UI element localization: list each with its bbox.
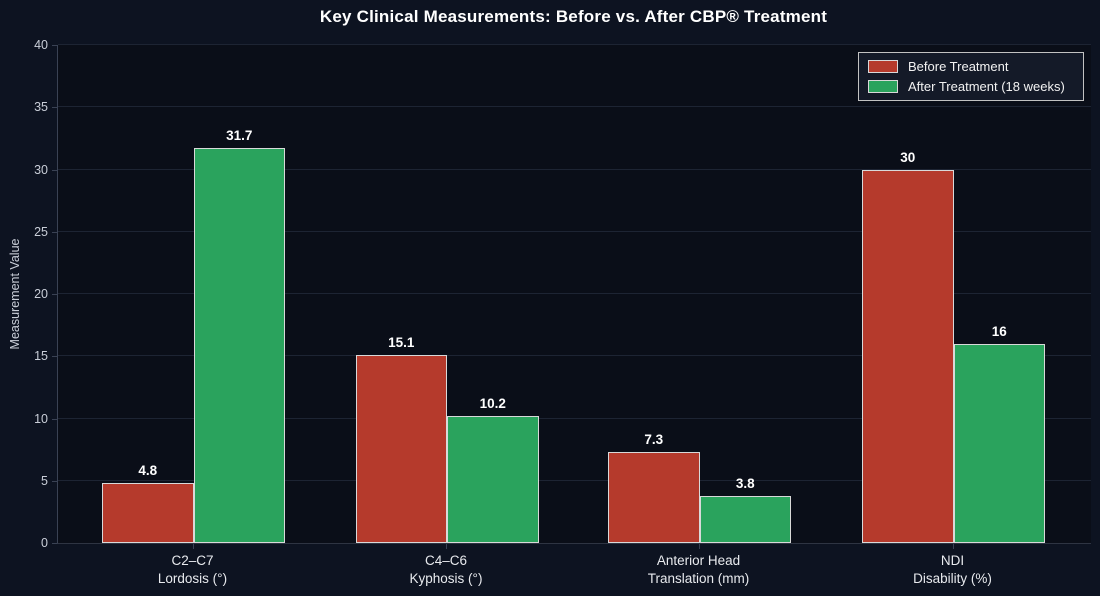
y-tick-label: 35 [34, 100, 48, 115]
legend-swatch-after [868, 80, 898, 93]
x-tick-label-line: C2–C7 [171, 553, 214, 568]
bar-value-label: 4.8 [138, 463, 158, 479]
bar-value-label: 16 [991, 323, 1007, 339]
y-tick-label: 10 [34, 411, 48, 426]
legend-label-before: Before Treatment [908, 59, 1009, 74]
x-tick-mark [698, 544, 700, 549]
y-tick-mark [52, 45, 57, 46]
gridline [58, 293, 1091, 294]
x-tick-label-line: Lordosis (°) [157, 571, 228, 586]
gridline [58, 44, 1091, 45]
y-tick-mark [52, 418, 57, 420]
y-tick-label: 20 [34, 287, 48, 301]
bar-after-0 [193, 148, 285, 543]
x-tick-label-line: Kyphosis (°) [409, 571, 483, 586]
gridline [58, 479, 1091, 481]
gridline [58, 355, 1091, 357]
gridline [58, 230, 1091, 232]
bar-before-1 [355, 355, 447, 543]
bar-value-label: 7.3 [644, 432, 664, 448]
x-tick-label-line: C4–C6 [424, 553, 468, 568]
y-tick-mark [52, 169, 57, 171]
gridline [58, 417, 1091, 419]
x-tick-mark [192, 544, 194, 549]
legend-swatch-before [868, 60, 898, 73]
y-tick-label: 5 [41, 473, 48, 488]
y-tick-label: 0 [41, 536, 48, 550]
y-tick-label: 40 [34, 38, 48, 52]
x-tick-label-line: NDI [940, 553, 965, 568]
plot-area: 4.8 15.1 7.3 30 31.7 10.2 3.8 16 [57, 44, 1091, 544]
legend: Before Treatment After Treatment (18 wee… [858, 52, 1084, 101]
bar-before-3 [862, 169, 954, 543]
y-tick-mark [52, 356, 57, 358]
x-tick-label-line: Disability (%) [913, 571, 992, 586]
legend-item-after: After Treatment (18 weeks) [868, 79, 1074, 94]
bar-after-1 [447, 416, 539, 543]
y-tick-label: 15 [34, 349, 48, 364]
bar-after-2 [699, 495, 791, 543]
bar-value-label: 30 [900, 149, 916, 165]
x-tick-label: C2–C7 Lordosis (°) [83, 552, 303, 588]
bar-value-label: 31.7 [226, 128, 253, 144]
x-tick-label: NDI Disability (%) [843, 552, 1063, 588]
bar-before-2 [608, 452, 700, 543]
y-tick-label: 30 [34, 162, 48, 177]
y-tick-label: 25 [34, 224, 48, 239]
x-tick-label-line: Anterior Head [656, 553, 741, 568]
y-tick-mark [52, 294, 57, 295]
y-tick-mark [52, 543, 57, 544]
chart-title: Key Clinical Measurements: Before vs. Af… [319, 7, 828, 26]
y-tick-mark [52, 480, 57, 482]
legend-item-before: Before Treatment [868, 59, 1074, 74]
gridline [58, 106, 1091, 108]
x-tick-label: C4–C6 Kyphosis (°) [336, 552, 556, 588]
bar-after-3 [953, 343, 1045, 543]
x-tick-mark [446, 544, 447, 549]
gridline [58, 168, 1091, 170]
bar-value-label: 10.2 [479, 396, 506, 412]
y-tick-mark [52, 231, 57, 233]
y-tick-mark [52, 107, 57, 109]
x-tick-label: Anterior Head Translation (mm) [589, 552, 809, 588]
bar-value-label: 3.8 [735, 475, 755, 491]
legend-label-after: After Treatment (18 weeks) [908, 79, 1065, 94]
x-tick-label-line: Translation (mm) [647, 571, 750, 586]
bar-before-0 [102, 483, 194, 543]
x-tick-mark [952, 544, 954, 549]
bar-value-label: 15.1 [388, 335, 415, 351]
